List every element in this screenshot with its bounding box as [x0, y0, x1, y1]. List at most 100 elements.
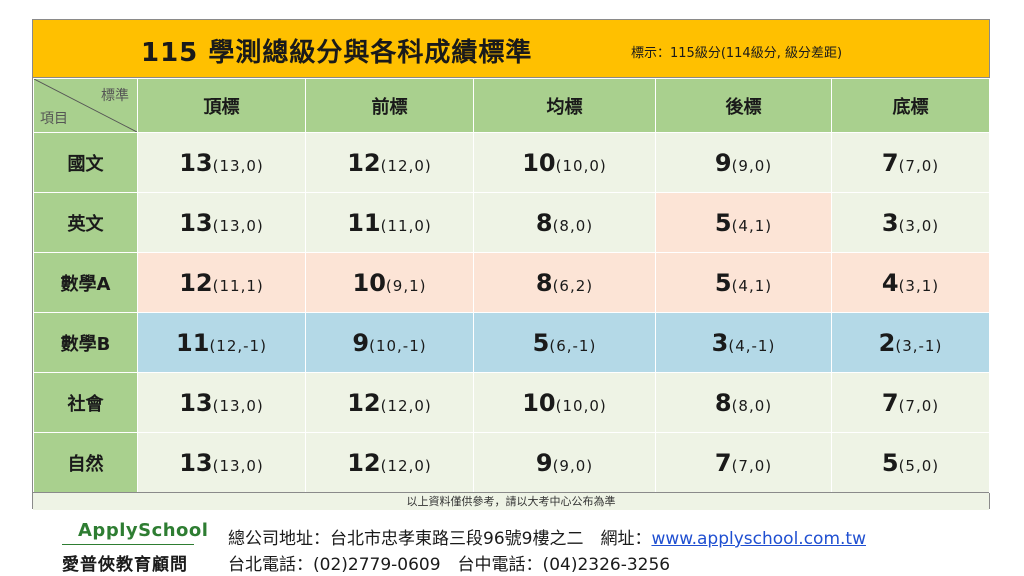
column-header: 前標 — [305, 78, 474, 133]
table-row: 數學A 12(11,1) 10(9,1) 8(6,2) 5(4,1) 4(3,1) — [33, 252, 990, 313]
score-detail: (4,1) — [731, 216, 773, 235]
score-value: 9 — [352, 328, 370, 357]
address-line: 總公司地址：台北市忠孝東路三段96號9樓之二 網址：www.applyschoo… — [228, 524, 866, 549]
score-value: 12 — [347, 388, 381, 417]
phone-line: 台北電話：(02)2779-0609 台中電話：(04)2326-3256 — [228, 555, 671, 575]
score-detail: (5,0) — [898, 456, 940, 475]
row-subject: 自然 — [33, 432, 138, 493]
score-value: 7 — [714, 448, 732, 477]
score-detail: (6,2) — [552, 276, 594, 295]
score-detail: (4,-1) — [728, 336, 776, 355]
row-subject: 社會 — [33, 372, 138, 433]
score-value: 8 — [535, 268, 553, 297]
score-detail: (7,0) — [898, 396, 940, 415]
score-value: 5 — [881, 448, 899, 477]
score-value: 3 — [711, 328, 729, 357]
score-detail: (11,0) — [380, 216, 432, 235]
score-value: 13 — [179, 448, 213, 477]
score-value: 12 — [179, 268, 213, 297]
score-detail: (12,0) — [380, 156, 432, 175]
score-detail: (13,0) — [212, 156, 264, 175]
table-row: 自然 13(13,0) 12(12,0) 9(9,0) 7(7,0) 5(5,0) — [33, 432, 990, 493]
score-detail: (9,0) — [731, 156, 773, 175]
score-cell: 12(12,0) — [305, 372, 474, 433]
brand-divider — [62, 544, 194, 545]
score-cell: 3(4,-1) — [655, 312, 832, 373]
table-row: 國文 13(13,0) 12(12,0) 10(10,0) 9(9,0) 7(7,0) — [33, 132, 990, 193]
score-value: 13 — [179, 148, 213, 177]
score-value: 2 — [878, 328, 896, 357]
score-cell: 12(12,0) — [305, 132, 474, 193]
score-detail: (12,0) — [380, 456, 432, 475]
score-value: 5 — [532, 328, 550, 357]
score-detail: (3,1) — [898, 276, 940, 295]
score-detail: (6,-1) — [549, 336, 597, 355]
row-subject: 英文 — [33, 192, 138, 253]
corner-cell: 標準 項目 — [33, 78, 138, 133]
score-cell: 7(7,0) — [655, 432, 832, 493]
brand-subtitle: 愛普俠教育顧問 — [62, 555, 188, 575]
score-detail: (3,-1) — [895, 336, 943, 355]
score-cell: 5(5,0) — [831, 432, 990, 493]
footer: ApplySchool 愛普俠教育顧問 總公司地址：台北市忠孝東路三段96號9樓… — [0, 512, 1024, 576]
score-value: 10 — [352, 268, 386, 297]
score-value: 11 — [176, 328, 210, 357]
score-cell: 7(7,0) — [831, 132, 990, 193]
score-value: 13 — [179, 388, 213, 417]
score-value: 10 — [522, 148, 556, 177]
score-cell: 9(10,-1) — [305, 312, 474, 373]
website-link[interactable]: www.applyschool.com.tw — [651, 529, 866, 549]
score-cell: 8(8,0) — [655, 372, 832, 433]
score-detail: (12,-1) — [209, 336, 267, 355]
score-value: 10 — [522, 388, 556, 417]
score-value: 9 — [714, 148, 732, 177]
table-row: 社會 13(13,0) 12(12,0) 10(10,0) 8(8,0) 7(7,0) — [33, 372, 990, 433]
score-value: 3 — [881, 208, 899, 237]
score-detail: (8,0) — [552, 216, 594, 235]
score-value: 8 — [535, 208, 553, 237]
table-row: 英文 13(13,0) 11(11,0) 8(8,0) 5(4,1) 3(3,0) — [33, 192, 990, 253]
row-subject: 國文 — [33, 132, 138, 193]
score-value: 12 — [347, 448, 381, 477]
score-value: 5 — [714, 208, 732, 237]
corner-bottom-label: 項目 — [40, 111, 68, 127]
score-cell: 10(9,1) — [305, 252, 474, 313]
score-cell: 10(10,0) — [473, 372, 656, 433]
score-cell: 12(12,0) — [305, 432, 474, 493]
score-value: 11 — [347, 208, 381, 237]
score-detail: (13,0) — [212, 396, 264, 415]
score-standards-sheet: 115 學測總級分與各科成績標準 標示：115級分(114級分, 級分差距) 標… — [32, 19, 990, 510]
score-detail: (10,-1) — [369, 336, 427, 355]
column-header: 底標 — [831, 78, 990, 133]
score-value: 12 — [347, 148, 381, 177]
score-cell: 5(4,1) — [655, 192, 832, 253]
score-value: 9 — [535, 448, 553, 477]
table-header-row: 標準 項目 頂標 前標 均標 後標 底標 — [33, 78, 990, 133]
score-value: 7 — [881, 148, 899, 177]
disclaimer: 以上資料僅供參考，請以大考中心公布為準 — [33, 492, 989, 510]
column-header: 頂標 — [137, 78, 306, 133]
score-cell: 13(13,0) — [137, 132, 306, 193]
score-cell: 11(12,-1) — [137, 312, 306, 373]
page-title: 115 學測總級分與各科成績標準 — [141, 38, 533, 68]
score-detail: (11,1) — [212, 276, 264, 295]
score-cell: 7(7,0) — [831, 372, 990, 433]
score-cell: 2(3,-1) — [831, 312, 990, 373]
score-cell: 9(9,0) — [473, 432, 656, 493]
score-detail: (7,0) — [898, 156, 940, 175]
score-cell: 4(3,1) — [831, 252, 990, 313]
score-value: 5 — [714, 268, 732, 297]
score-detail: (13,0) — [212, 456, 264, 475]
corner-top-label: 標準 — [101, 88, 129, 104]
score-detail: (7,0) — [731, 456, 773, 475]
score-detail: (4,1) — [731, 276, 773, 295]
score-cell: 11(11,0) — [305, 192, 474, 253]
score-detail: (10,0) — [555, 396, 607, 415]
score-cell: 5(4,1) — [655, 252, 832, 313]
score-cell: 13(13,0) — [137, 192, 306, 253]
score-detail: (9,0) — [552, 456, 594, 475]
column-header: 後標 — [655, 78, 832, 133]
score-cell: 8(8,0) — [473, 192, 656, 253]
score-cell: 8(6,2) — [473, 252, 656, 313]
score-detail: (3,0) — [898, 216, 940, 235]
